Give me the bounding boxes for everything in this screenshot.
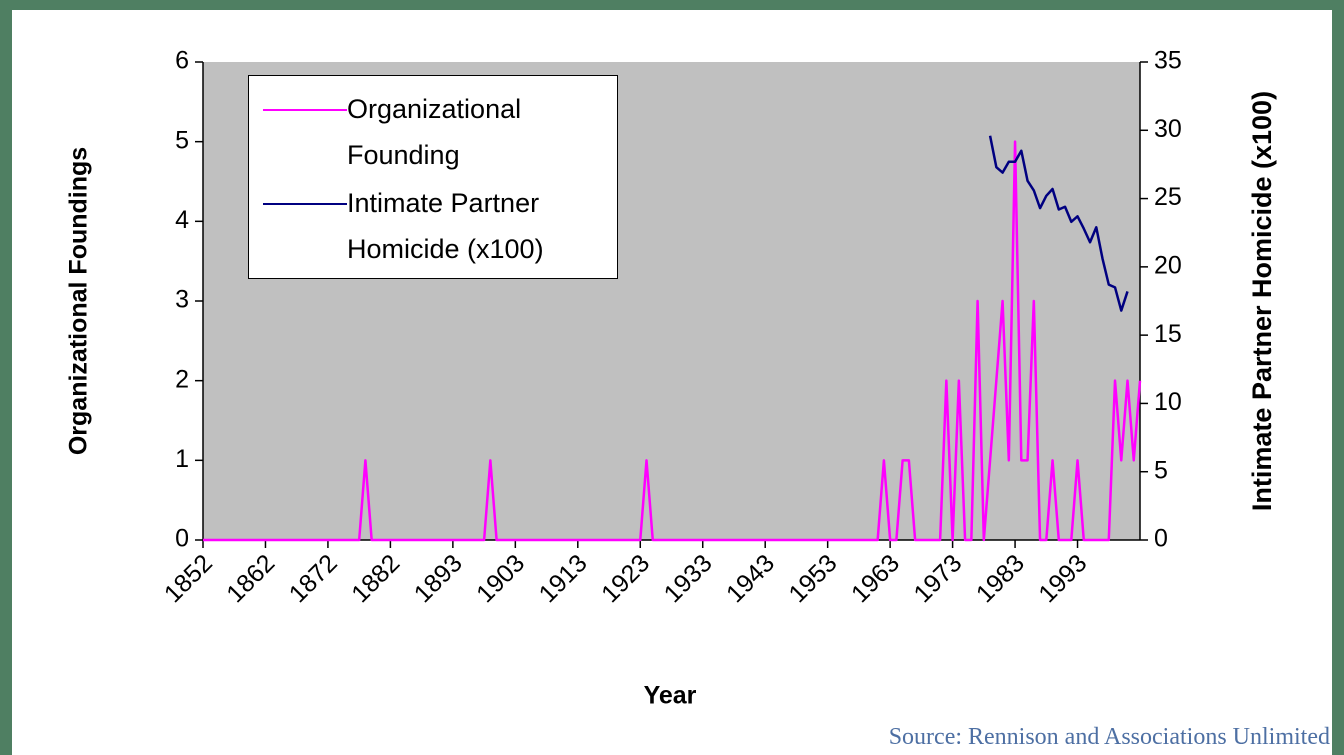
- y-tick-label: 1: [175, 445, 189, 473]
- y2-tick-label: 15: [1154, 320, 1182, 348]
- y-tick-label: 4: [175, 206, 189, 234]
- x-tick-label: 1893: [409, 549, 468, 608]
- y-tick-label: 5: [175, 126, 189, 154]
- source-note: Source: Rennison and Associations Unlimi…: [888, 724, 1330, 750]
- x-tick-label: 1933: [659, 549, 718, 608]
- legend-swatch: [263, 109, 347, 111]
- legend-item: Organizational Founding: [263, 90, 607, 178]
- x-axis-title: Year: [644, 682, 697, 710]
- y2-tick-label: 0: [1154, 525, 1168, 553]
- y-tick-label: 6: [175, 47, 189, 75]
- y-tick-label: 2: [175, 365, 189, 393]
- y2-axis-title: Intimate Partner Homicide (x100): [1247, 90, 1277, 512]
- series-line: [988, 135, 1129, 312]
- x-tick-label: 1903: [471, 549, 530, 608]
- y-tick-label: 0: [175, 525, 189, 553]
- x-tick-label: 1983: [971, 549, 1030, 608]
- legend-swatch: [263, 203, 347, 205]
- x-tick-label: 1993: [1033, 549, 1092, 608]
- y2-tick-label: 25: [1154, 183, 1182, 211]
- y2-tick-label: 5: [1154, 456, 1168, 484]
- x-tick-label: 1923: [596, 549, 655, 608]
- y2-tick-label: 20: [1154, 251, 1182, 279]
- y-axis-title: Organizational Foundings: [65, 147, 93, 455]
- y2-tick-label: 35: [1154, 47, 1182, 75]
- legend-label: Organizational Founding: [347, 94, 522, 170]
- x-tick-label: 1953: [783, 549, 842, 608]
- x-tick-label: 1973: [908, 549, 967, 608]
- x-tick-label: 1943: [721, 549, 780, 608]
- x-tick-label: 1852: [159, 549, 218, 608]
- y2-tick-label: 10: [1154, 388, 1182, 416]
- x-tick-label: 1862: [221, 549, 280, 608]
- legend-item: Intimate Partner Homicide (x100): [263, 184, 607, 272]
- y2-tick-label: 30: [1154, 115, 1182, 143]
- y-tick-label: 3: [175, 286, 189, 314]
- x-tick-label: 1963: [846, 549, 905, 608]
- legend: Organizational Founding Intimate Partner …: [248, 75, 618, 279]
- series-line: [203, 140, 1142, 542]
- legend-label: Intimate Partner Homicide (x100): [347, 188, 544, 264]
- x-tick-label: 1872: [284, 549, 343, 608]
- x-tick-label: 1882: [346, 549, 405, 608]
- x-tick-label: 1913: [534, 549, 593, 608]
